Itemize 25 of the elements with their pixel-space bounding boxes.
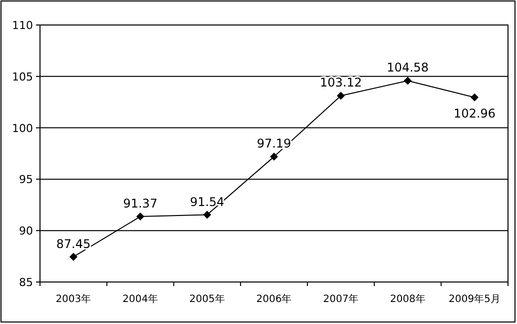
x-tick-label: 2004年 (122, 293, 158, 305)
point (470, 93, 479, 102)
point (136, 212, 144, 221)
x-tick-label: 2009年5月 (448, 293, 500, 305)
data-label: 91.37 (123, 196, 158, 211)
point (203, 210, 212, 219)
x-tick-label: 2005年 (189, 293, 225, 305)
y-tick-label: 90 (19, 224, 33, 238)
y-tick-label: 95 (19, 173, 33, 186)
data-label: 87.45 (56, 236, 91, 251)
point (336, 92, 345, 100)
x-tick-label: 2008年 (390, 293, 426, 305)
x-tick-label: 2007年 (323, 293, 359, 305)
y-tick-label: 105 (12, 70, 33, 84)
x-tick-label: 2006年 (256, 293, 292, 305)
point (270, 152, 278, 161)
point (404, 76, 412, 85)
y-tick-label: 100 (12, 122, 33, 135)
y-tick-label: 85 (19, 276, 33, 289)
data-label: 102.96 (454, 106, 496, 120)
y-tick-label: 110 (12, 19, 33, 32)
data-label: 104.58 (386, 60, 429, 75)
point (69, 252, 78, 261)
x-tick-label: 2003年 (56, 293, 92, 305)
data-label: 103.12 (320, 76, 362, 90)
